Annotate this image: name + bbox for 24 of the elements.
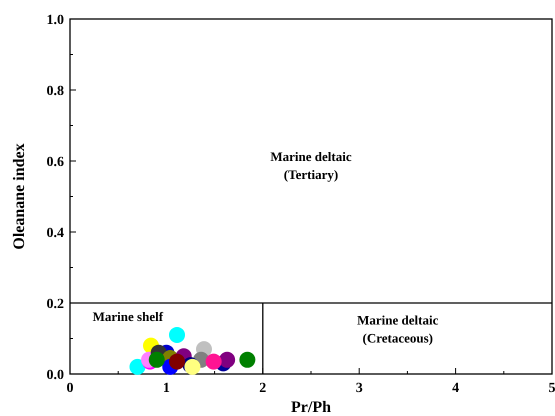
point [219, 352, 236, 368]
x-tick-label: 5 [548, 381, 555, 396]
y-tick-label: 1.0 [46, 13, 64, 28]
x-tick-label: 3 [356, 381, 363, 396]
x-tick-label: 0 [66, 381, 74, 396]
annotation: Marine shelf [92, 308, 164, 324]
y-tick-label: 0.8 [46, 84, 64, 99]
x-tick-label: 1 [162, 381, 170, 396]
annotation: Marine deltaic (Tertiary) [270, 149, 352, 182]
y-tick-label: 0.2 [46, 297, 64, 312]
x-axis-title: Pr/Ph [291, 399, 332, 416]
point [169, 354, 186, 370]
y-tick-label: 0.0 [46, 368, 64, 383]
y-tick-label: 0.6 [46, 155, 64, 170]
y-tick-label: 0.4 [46, 226, 64, 241]
point [206, 354, 222, 370]
point [169, 326, 186, 343]
x-tick-label: 4 [452, 381, 460, 396]
point [129, 358, 146, 375]
x-tick-label: 2 [259, 381, 266, 396]
point [148, 352, 165, 368]
annotation: Marine deltaic (Cretaceous) [357, 312, 439, 346]
y-axis-title: Oleanane index [11, 143, 28, 250]
point [239, 352, 256, 368]
